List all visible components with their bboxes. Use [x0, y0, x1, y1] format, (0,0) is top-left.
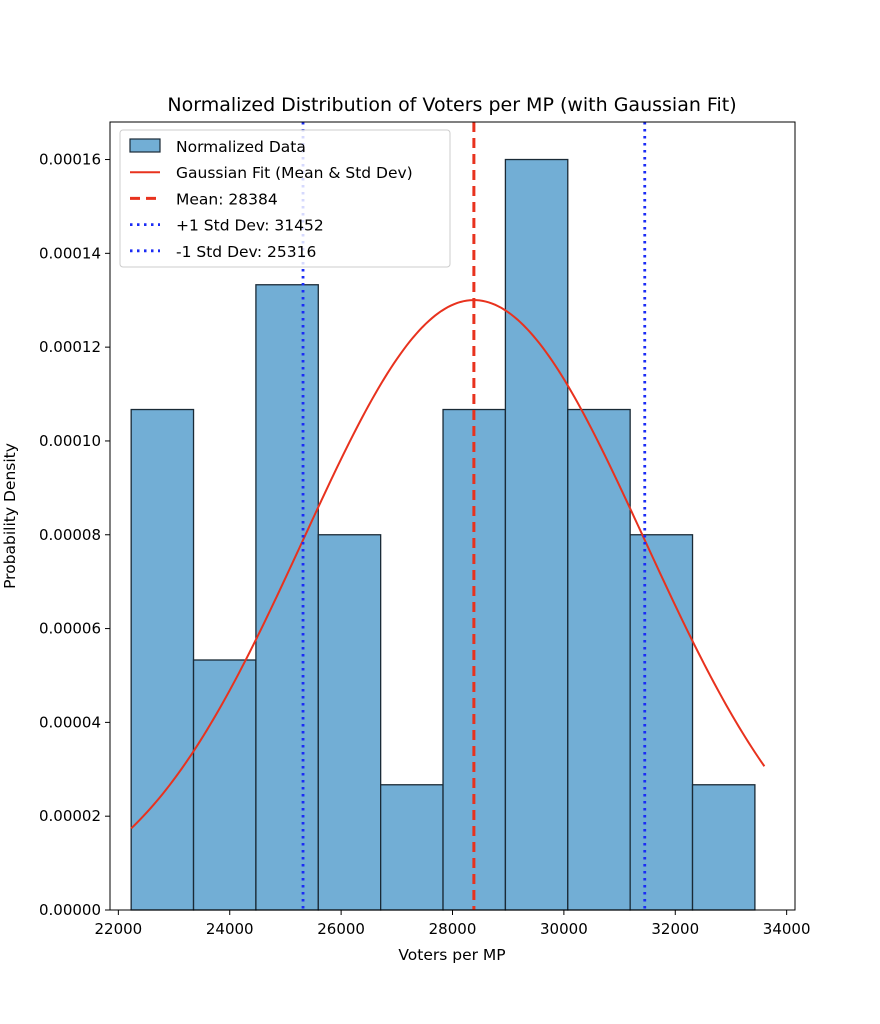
x-tick-label: 24000: [206, 920, 254, 938]
histogram-bar: [504, 158, 569, 911]
x-tick-label: 28000: [429, 920, 477, 938]
gaussian-fit: [130, 299, 766, 830]
y-tick-label: 0.00008: [39, 526, 101, 544]
y-tick-label: 0.00002: [39, 807, 101, 825]
gaussian-fit-line: [130, 299, 766, 830]
legend: Normalized Data Gaussian Fit (Mean & Std …: [119, 129, 451, 268]
x-axis-label: Voters per MP: [398, 946, 505, 964]
legend-label: +1 Std Dev: 31452: [176, 217, 324, 235]
x-tick-label: 26000: [317, 920, 365, 938]
legend-label: Gaussian Fit (Mean & Std Dev): [176, 164, 413, 182]
chart-title: Normalized Distribution of Voters per MP…: [167, 94, 736, 116]
histogram-bar: [567, 408, 631, 911]
x-tick-label: 34000: [763, 920, 811, 938]
y-tick-label: 0.00012: [39, 338, 101, 356]
legend-swatch-data: [129, 138, 161, 153]
y-tick-label: 0.00006: [39, 620, 101, 638]
reference-lines: [301, 122, 647, 910]
histogram-bar: [255, 284, 319, 911]
legend-box: [119, 129, 451, 268]
histogram-bars: [130, 158, 756, 911]
histogram-bar: [317, 534, 382, 911]
y-tick-label: 0.00004: [39, 713, 101, 731]
legend-label: -1 Std Dev: 25316: [176, 243, 316, 261]
x-tick-label: 22000: [94, 920, 142, 938]
histogram-bar: [130, 408, 195, 911]
y-axis-label: Probability Density: [1, 443, 19, 589]
histogram-bar: [380, 784, 444, 911]
x-tick-label: 32000: [651, 920, 699, 938]
x-tick-label: 30000: [540, 920, 588, 938]
legend-label: Normalized Data: [176, 138, 306, 156]
histogram-bar: [629, 534, 694, 911]
y-tick-label: 0.00014: [39, 244, 101, 262]
y-axis-ticks: 0.00000 0.00002 0.00004 0.00006 0.00008 0.000…: [39, 151, 110, 919]
histogram-bar: [691, 784, 756, 911]
y-tick-label: 0.00016: [39, 151, 101, 169]
y-tick-label: 0.00010: [39, 432, 101, 450]
x-axis-ticks: 22000 24000 26000 28000 30000 32000 34000: [94, 910, 811, 938]
histogram-bar: [192, 659, 257, 911]
legend-label: Mean: 28384: [176, 190, 278, 208]
y-tick-label: 0.00000: [39, 901, 101, 919]
